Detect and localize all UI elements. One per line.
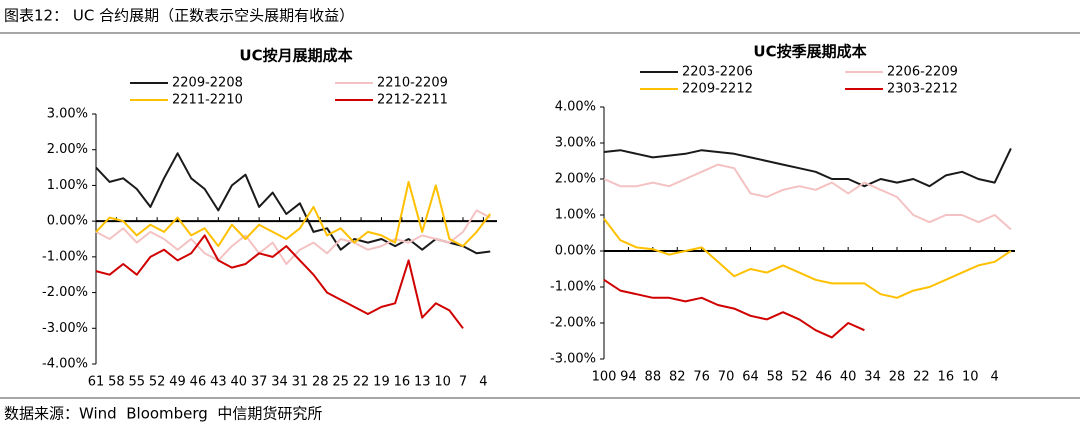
x-tick-label: 19: [373, 375, 390, 390]
y-tick-label: -1.00%: [550, 280, 596, 295]
y-tick-label: 0.00%: [555, 244, 596, 259]
x-tick-label: 13: [414, 375, 431, 390]
y-tick-label: 0.00%: [47, 214, 88, 229]
x-tick-label: 40: [230, 375, 247, 390]
x-tick-label: 58: [108, 375, 125, 390]
chart-title: UC按月展期成本: [239, 47, 352, 65]
x-tick-label: 25: [332, 375, 349, 390]
x-tick-label: 34: [271, 375, 288, 390]
legend-label: 2210-2209: [377, 76, 448, 91]
y-tick-label: -2.00%: [550, 316, 596, 331]
x-tick-label: 58: [767, 370, 784, 385]
x-tick-label: 16: [938, 370, 955, 385]
x-tick-label: 10: [434, 375, 451, 390]
y-tick-label: 1.00%: [47, 178, 88, 193]
x-tick-label: 64: [742, 370, 759, 385]
y-tick-label: 3.00%: [47, 107, 88, 122]
x-tick-label: 82: [669, 370, 686, 385]
y-tick-label: -3.00%: [550, 352, 596, 367]
legend-label: 2212-2211: [377, 93, 448, 108]
page-title: 图表12： UC 合约展期（正数表示空头展期有收益）: [4, 7, 354, 25]
y-tick-label: 2.00%: [47, 142, 88, 157]
x-tick-label: 52: [791, 370, 808, 385]
y-tick-label: -4.00%: [42, 357, 88, 372]
x-tick-label: 37: [251, 375, 268, 390]
y-tick-label: -2.00%: [42, 285, 88, 300]
x-tick-label: 28: [889, 370, 906, 385]
x-tick-label: 70: [718, 370, 735, 385]
x-tick-label: 4: [479, 375, 487, 390]
x-tick-label: 40: [840, 370, 857, 385]
y-tick-label: 1.00%: [555, 208, 596, 223]
y-tick-label: -3.00%: [42, 321, 88, 336]
x-tick-label: 46: [190, 375, 207, 390]
series-line: [603, 163, 1012, 231]
x-tick-label: 16: [394, 375, 411, 390]
series-line: [95, 180, 491, 248]
x-tick-label: 100: [592, 370, 617, 385]
y-tick-label: -1.00%: [42, 249, 88, 264]
x-tick-label: 10: [962, 370, 979, 385]
series-line: [95, 152, 491, 255]
y-tick-label: 4.00%: [555, 100, 596, 115]
x-tick-label: 28: [312, 375, 329, 390]
x-tick-label: 52: [149, 375, 166, 390]
legend-label: 2203-2206: [682, 65, 753, 80]
x-tick-label: 43: [210, 375, 227, 390]
source-note: 数据来源：Wind Bloomberg 中信期货研究所: [4, 405, 322, 423]
x-tick-label: 55: [129, 375, 146, 390]
chart-title: UC按季展期成本: [753, 43, 866, 61]
legend-label: 2303-2212: [887, 82, 958, 97]
series-line: [95, 234, 464, 329]
x-tick-label: 49: [169, 375, 186, 390]
x-tick-label: 31: [292, 375, 309, 390]
y-tick-label: 2.00%: [555, 172, 596, 187]
x-tick-label: 88: [645, 370, 662, 385]
series-line: [95, 209, 491, 265]
x-tick-label: 4: [991, 370, 999, 385]
series-line: [603, 147, 1012, 188]
x-tick-label: 22: [913, 370, 930, 385]
legend-label: 2209-2208: [172, 76, 243, 91]
legend-label: 2206-2209: [887, 65, 958, 80]
x-tick-label: 76: [693, 370, 710, 385]
x-tick-label: 7: [459, 375, 467, 390]
y-tick-label: 3.00%: [555, 136, 596, 151]
series-line: [603, 278, 865, 339]
legend-label: 2211-2210: [172, 93, 243, 108]
series-line: [603, 217, 1012, 299]
x-tick-label: 34: [864, 370, 881, 385]
legend-label: 2209-2212: [682, 82, 753, 97]
x-tick-label: 46: [815, 370, 832, 385]
x-tick-label: 94: [620, 370, 637, 385]
x-tick-label: 61: [88, 375, 105, 390]
x-tick-label: 22: [353, 375, 370, 390]
